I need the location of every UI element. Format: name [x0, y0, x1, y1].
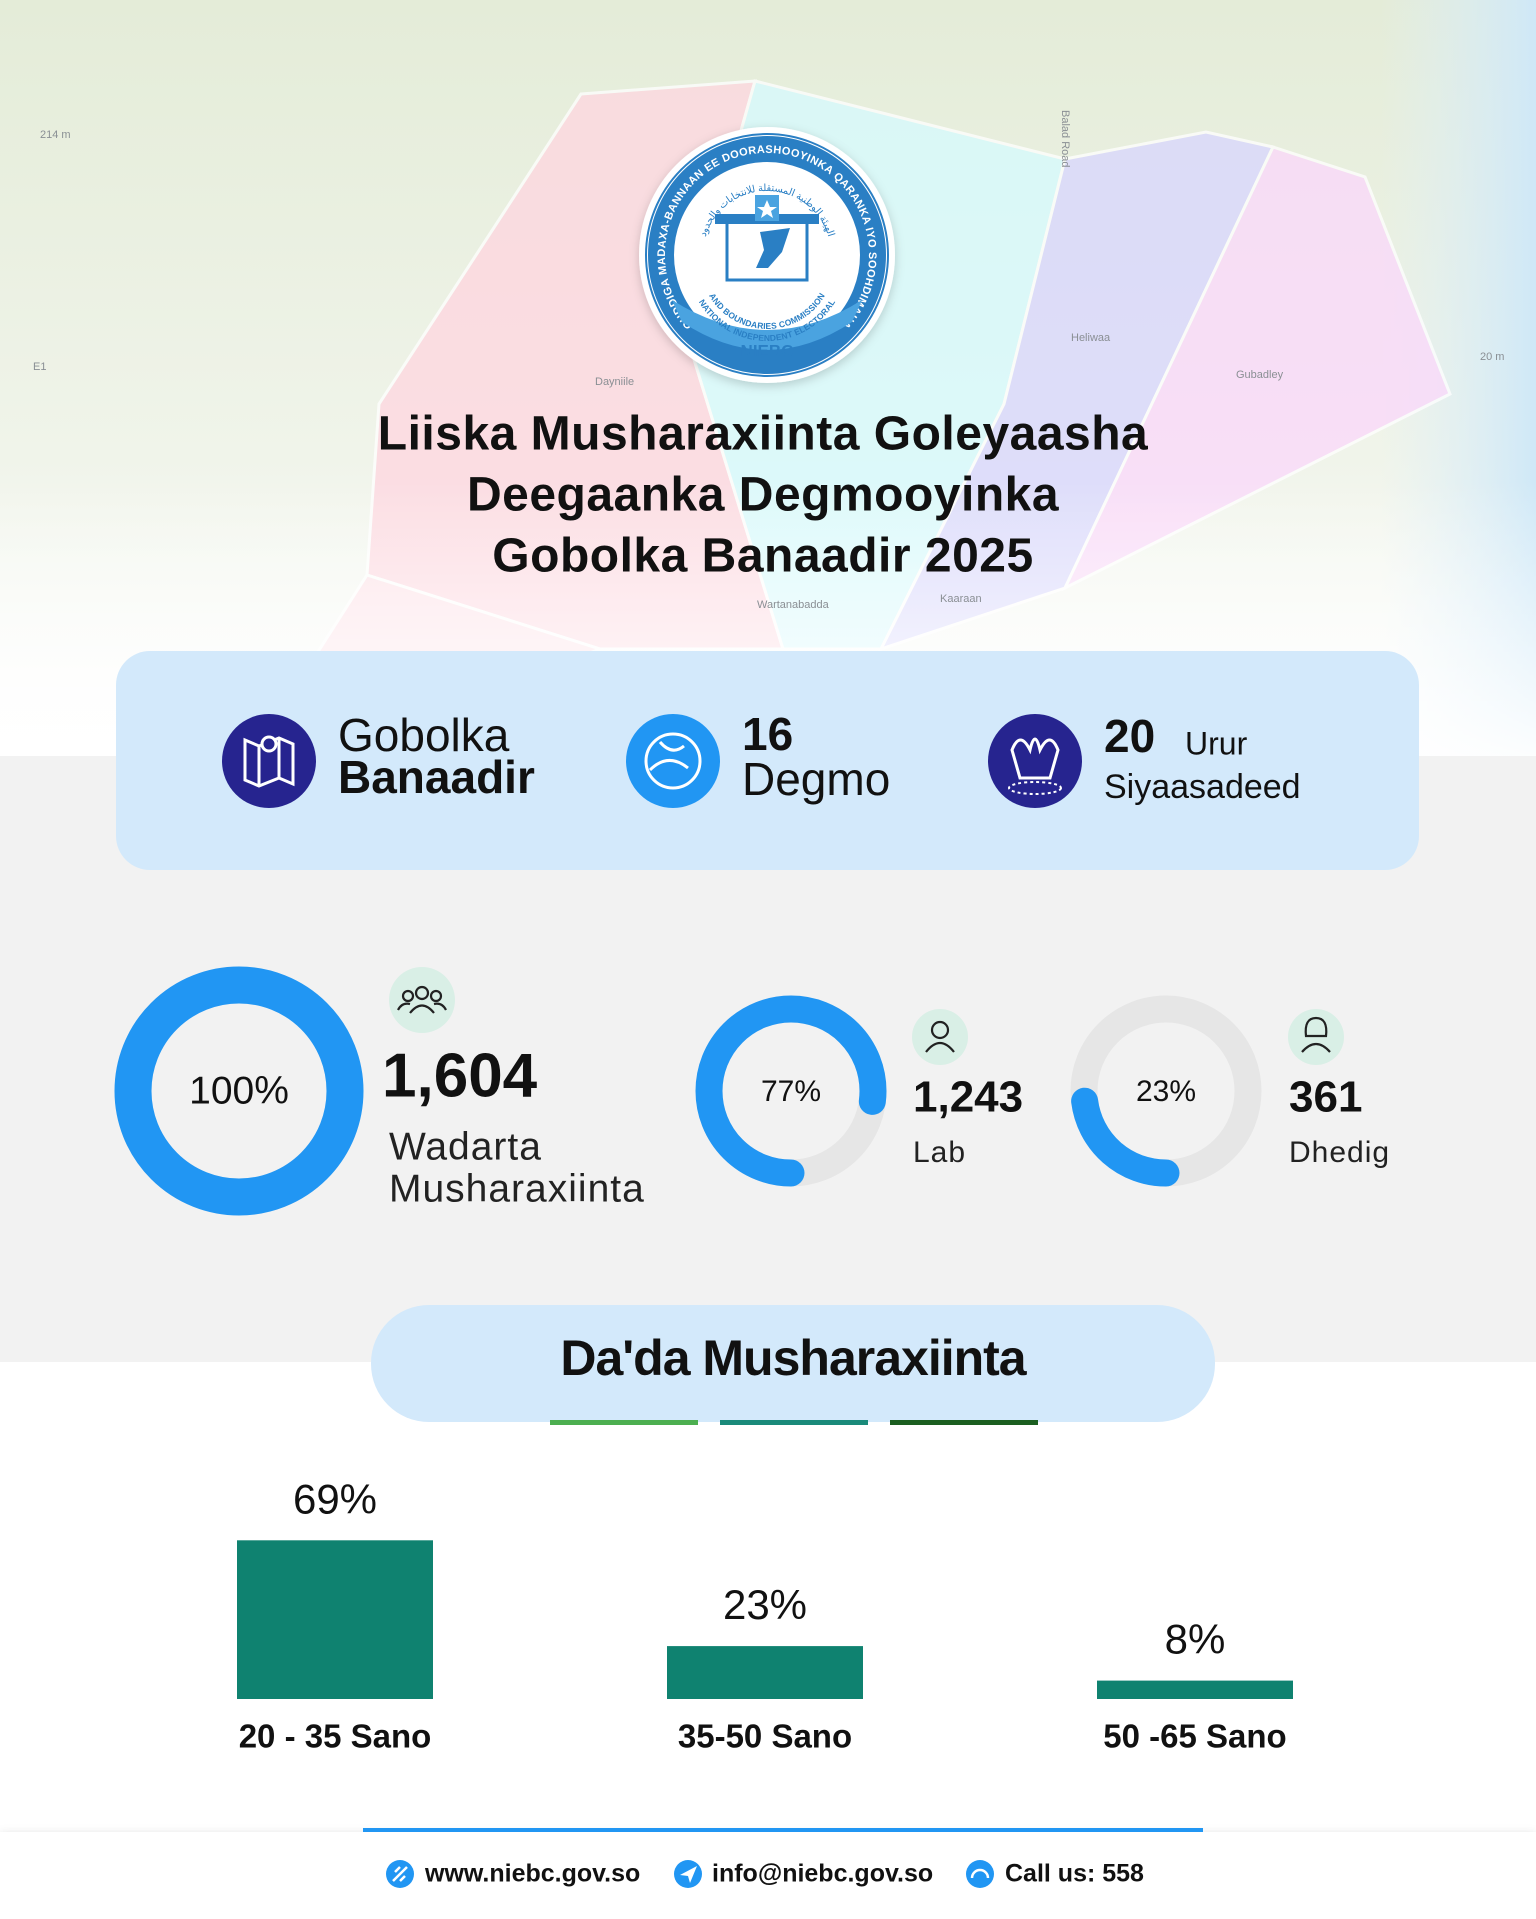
donut-arc [695, 995, 887, 1187]
count-label: Lab [913, 1136, 966, 1169]
footer [0, 1832, 1536, 1919]
bar-value-label: 69% [293, 1475, 377, 1522]
stat-icon [222, 714, 316, 808]
bar-category-label: 50 -65 Sano [1103, 1718, 1286, 1755]
bar [1097, 1680, 1293, 1699]
bar [667, 1646, 863, 1699]
map-label: Dayniile [595, 376, 634, 388]
hands-icon [1010, 737, 1060, 780]
bar-category-label: 35-50 Sano [678, 1718, 852, 1755]
title-line: Deegaanka Degmooyinka [467, 469, 1059, 522]
bar-chart-title: Da'da Musharaxiinta [560, 1330, 1027, 1386]
donut-value-label: 100% [189, 1069, 289, 1112]
count: 1,243 [913, 1073, 1023, 1122]
logo: GUDDIGA MADAXA-BANNAAN EE DOORASHOOYINKA… [639, 127, 895, 383]
somalia-shape [756, 228, 790, 268]
stat-number: 20 [1104, 710, 1155, 762]
stat-text: Gobolka [338, 709, 510, 761]
woman-icon [1301, 1016, 1331, 1053]
bar-value-label: 23% [723, 1581, 807, 1628]
title-line: Liiska Musharaxiinta Goleyaasha [378, 408, 1149, 461]
title-line: Gobolka Banaadir 2025 [492, 530, 1033, 583]
count: 361 [1289, 1073, 1362, 1122]
footer-email[interactable]: info@niebc.gov.so [712, 1860, 933, 1888]
logo-name: NIEBC [741, 341, 794, 360]
hands-base [1008, 781, 1062, 795]
accent-line [720, 1420, 868, 1425]
stat-number: 16 [742, 708, 793, 760]
headset-glyph [970, 1868, 990, 1879]
donut-arc [1070, 995, 1262, 1187]
map-label: Wartanabadda [757, 599, 830, 611]
star [757, 200, 777, 218]
stat-text: Siyaasadeed [1104, 768, 1301, 806]
count-label: Musharaxiinta [389, 1167, 645, 1210]
bar [237, 1540, 433, 1699]
footer-website[interactable]: www.niebc.gov.so [424, 1860, 640, 1888]
bar-value-label: 8% [1165, 1616, 1226, 1663]
people-icon [397, 985, 447, 1014]
phone-icon [966, 1860, 994, 1888]
district [1061, 145, 1452, 592]
footer-line [363, 1828, 1203, 1832]
link-glyph [392, 1866, 408, 1882]
globe-icon [644, 732, 702, 790]
count-label: Wadarta [389, 1125, 542, 1168]
map-label: Balad Road [1059, 110, 1071, 168]
count-label: Dhedig [1289, 1136, 1390, 1169]
accent-line [550, 1420, 698, 1425]
stat-icon [988, 714, 1082, 808]
age-title-pill [371, 1305, 1215, 1422]
stats-panel [116, 651, 1419, 870]
bar-category-label: 20 - 35 Sano [239, 1718, 432, 1755]
map-label: 20 m [1480, 351, 1504, 363]
stat-text: Degmo [742, 753, 890, 805]
donut-arc [114, 966, 364, 1216]
map-label: Gubadley [1236, 369, 1284, 381]
stat-text: Banaadir [338, 751, 535, 803]
logo-ring [648, 136, 886, 374]
footer-phone[interactable]: Call us: 558 [1005, 1860, 1144, 1888]
logo-ring-line [645, 133, 889, 377]
pin-icon [260, 735, 278, 753]
map-label: Kaaraan [940, 593, 982, 605]
map-label: Heliwaa [1071, 332, 1111, 344]
map-label: E1 [33, 361, 46, 373]
count: 1,604 [382, 1041, 538, 1110]
map-label: 214 m [40, 129, 71, 141]
accent-line [890, 1420, 1038, 1425]
logo-banner [672, 300, 862, 350]
stat-unit: Urur [1185, 725, 1248, 761]
donut-value-label: 77% [761, 1075, 821, 1108]
send-glyph [680, 1866, 697, 1883]
donut-value-label: 23% [1136, 1075, 1196, 1108]
man-icon [925, 1020, 955, 1053]
globe-lines [648, 740, 689, 772]
